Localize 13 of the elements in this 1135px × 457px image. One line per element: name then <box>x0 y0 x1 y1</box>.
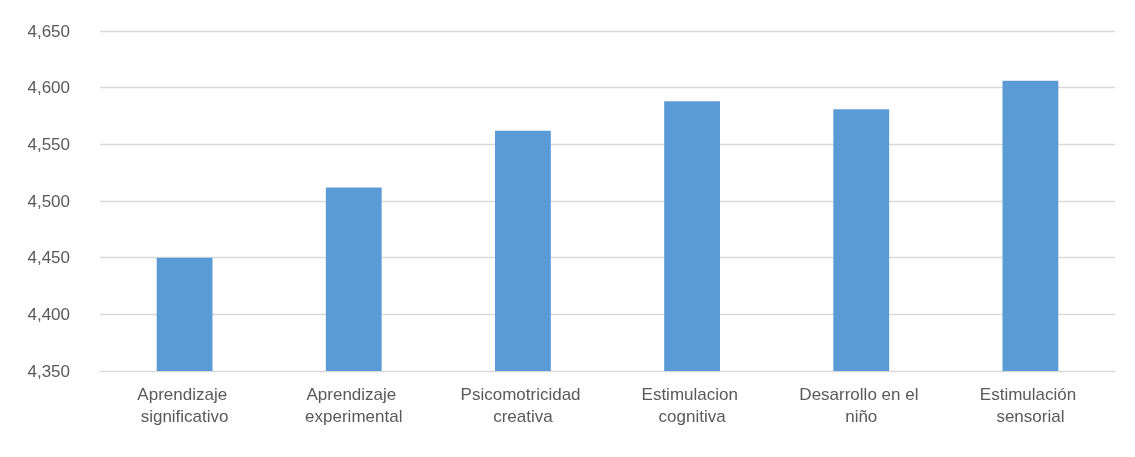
x-tick-label: Estimulación sensorial <box>979 384 1081 426</box>
x-tick-label: Estimulacion cognitiva <box>641 384 743 426</box>
y-tick-label: 4,600 <box>27 78 70 98</box>
y-tick-label: 4,350 <box>27 361 70 381</box>
x-tick-label: Desarrollo en el niño <box>799 384 924 426</box>
x-tick-label: Psicomotricidad creativa <box>460 384 586 426</box>
y-tick-label: 4,500 <box>27 191 70 211</box>
y-tick-label: 4,450 <box>27 248 70 268</box>
y-tick-label: 4,400 <box>27 304 70 324</box>
x-tick-label: Aprendizaje experimental <box>305 384 403 426</box>
y-tick-label: 4,550 <box>27 134 70 154</box>
x-tick-label: Aprendizaje significativo <box>137 384 232 426</box>
y-tick-label: 4,650 <box>27 21 70 41</box>
